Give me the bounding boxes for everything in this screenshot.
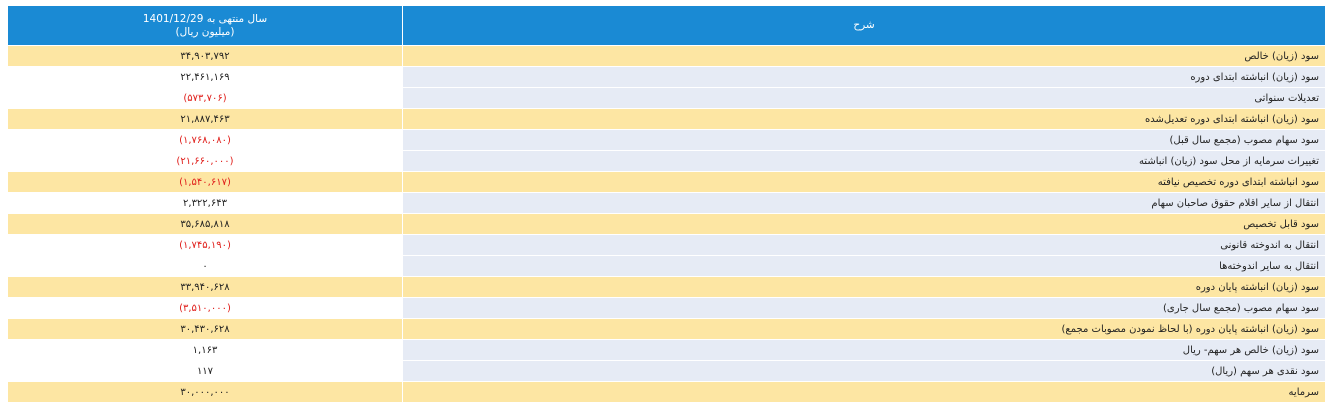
table-row: (۵۷۳,۷۰۶) تعدیلات سنواتی	[7, 87, 1326, 109]
description-header: شرح	[402, 5, 1326, 46]
label-cell: سود نقدی هر سهم (ریال)	[402, 360, 1326, 382]
label-cell: سود (زیان) انباشته پایان دوره	[402, 276, 1326, 298]
value-cell: (۳,۵۱۰,۰۰۰)	[7, 297, 403, 319]
value-cell: ۱,۱۶۳	[7, 339, 403, 361]
table-row: (۱,۷۶۸,۰۸۰) سود سهام مصوب (مجمع سال قبل)	[7, 129, 1326, 151]
label-cell: انتقال به اندوخته قانونی	[402, 234, 1326, 256]
period-header: سال منتهی به 1401/12/29 (میلیون ریال)	[7, 5, 403, 46]
value-cell: (۱,۷۶۸,۰۸۰)	[7, 129, 403, 151]
table-row: ۳۰,۴۳۰,۶۲۸ سود (زیان) انباشته پایان دوره …	[7, 318, 1326, 340]
value-cell: ۳۴,۹۰۳,۷۹۲	[7, 45, 403, 67]
label-cell: سود (زیان) خالص هر سهم- ریال	[402, 339, 1326, 361]
table-row: (۲۱,۶۶۰,۰۰۰) تغییرات سرمایه از محل سود (ز…	[7, 150, 1326, 172]
period: سال منتهی به 1401/12/29	[142, 12, 268, 25]
label-cell: تعدیلات سنواتی	[402, 87, 1326, 109]
table-row: ۱,۱۶۳ سود (زیان) خالص هر سهم- ریال	[7, 339, 1326, 361]
value-cell: (۱,۷۴۵,۱۹۰)	[7, 234, 403, 256]
unit: (میلیون ریال)	[175, 25, 235, 38]
label-cell: سرمایه	[402, 381, 1326, 403]
label-cell: انتقال به سایر اندوخته‌ها	[402, 255, 1326, 277]
label-cell: سود انباشته ابتدای دوره تخصیص نیافته	[402, 171, 1326, 193]
value-cell: ۳۰,۴۳۰,۶۲۸	[7, 318, 403, 340]
value-cell: ۳۵,۶۸۵,۸۱۸	[7, 213, 403, 235]
table-row: (۱,۵۴۰,۶۱۷) سود انباشته ابتدای دوره تخصیص…	[7, 171, 1326, 193]
table-row: ۲,۳۲۲,۶۴۳ انتقال از سایر اقلام حقوق صاحبا…	[7, 192, 1326, 214]
label-cell: سود (زیان) خالص	[402, 45, 1326, 67]
table-row: ۳۳,۹۴۰,۶۲۸ سود (زیان) انباشته پایان دوره	[7, 276, 1326, 298]
table-row: ۲۱,۸۸۷,۴۶۳ سود (زیان) انباشته ابتدای دوره…	[7, 108, 1326, 130]
value-cell: ۲۲,۴۶۱,۱۶۹	[7, 66, 403, 88]
table-row: ۳۵,۶۸۵,۸۱۸ سود قابل تخصیص	[7, 213, 1326, 235]
value-cell: ۲۱,۸۸۷,۴۶۳	[7, 108, 403, 130]
table-row: ۳۰,۰۰۰,۰۰۰ سرمایه	[7, 381, 1326, 403]
table: سال منتهی به 1401/12/29 (میلیون ریال) شر…	[7, 5, 1326, 403]
table-body: ۳۴,۹۰۳,۷۹۲ سود (زیان) خالص ۲۲,۴۶۱,۱۶۹ سود (…	[7, 45, 1326, 403]
label-cell: سود قابل تخصیص	[402, 213, 1326, 235]
value-cell: ۲,۳۲۲,۶۴۳	[7, 192, 403, 214]
value-cell: (۲۱,۶۶۰,۰۰۰)	[7, 150, 403, 172]
table-wrap: سال منتهی به 1401/12/29 (میلیون ریال) شر…	[7, 5, 1326, 403]
label-cell: سود (زیان) انباشته ابتدای دوره	[402, 66, 1326, 88]
label-cell: سود سهام مصوب (مجمع سال قبل)	[402, 129, 1326, 151]
table-row: (۳,۵۱۰,۰۰۰) سود سهام مصوب (مجمع سال جاری)	[7, 297, 1326, 319]
label-cell: سود (زیان) انباشته ابتدای دوره تعدیل‌شده	[402, 108, 1326, 130]
value-cell: (۵۷۳,۷۰۶)	[7, 87, 403, 109]
value-cell: ۰	[7, 255, 403, 277]
value-cell: ۱۱۷	[7, 360, 403, 382]
table-row: ۱۱۷ سود نقدی هر سهم (ریال)	[7, 360, 1326, 382]
value-cell: ۳۳,۹۴۰,۶۲۸	[7, 276, 403, 298]
label-cell: تغییرات سرمایه از محل سود (زیان) انباشته	[402, 150, 1326, 172]
label-cell: انتقال از سایر اقلام حقوق صاحبان سهام	[402, 192, 1326, 214]
label-cell: سود سهام مصوب (مجمع سال جاری)	[402, 297, 1326, 319]
label-cell: سود (زیان) انباشته پایان دوره (با لحاظ ن…	[402, 318, 1326, 340]
table-row: ۲۲,۴۶۱,۱۶۹ سود (زیان) انباشته ابتدای دوره	[7, 66, 1326, 88]
header-row: سال منتهی به 1401/12/29 (میلیون ریال) شر…	[7, 5, 1326, 46]
table-row: (۱,۷۴۵,۱۹۰) انتقال به اندوخته قانونی	[7, 234, 1326, 256]
value-cell: (۱,۵۴۰,۶۱۷)	[7, 171, 403, 193]
value-cell: ۳۰,۰۰۰,۰۰۰	[7, 381, 403, 403]
table-row: ۰ انتقال به سایر اندوخته‌ها	[7, 255, 1326, 277]
table-row: ۳۴,۹۰۳,۷۹۲ سود (زیان) خالص	[7, 45, 1326, 67]
